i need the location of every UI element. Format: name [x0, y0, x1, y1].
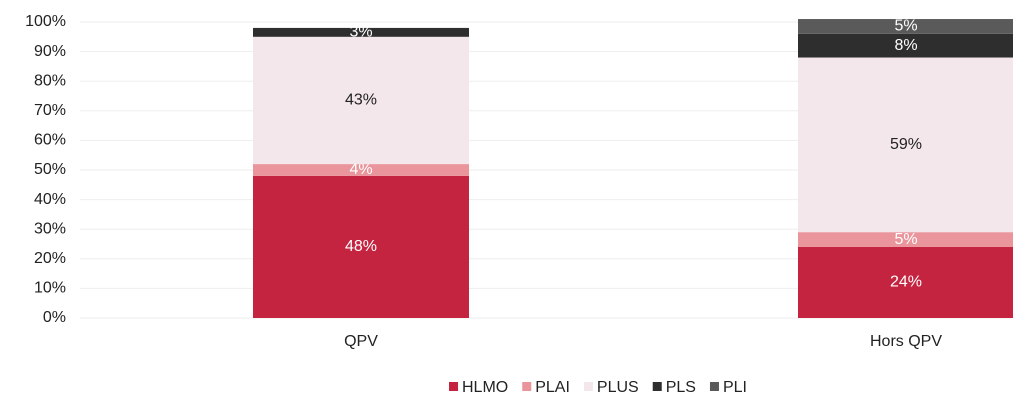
legend-label: PLUS	[597, 379, 639, 396]
y-tick-label: 60%	[34, 132, 66, 149]
data-label: 59%	[890, 136, 922, 153]
y-tick-label: 70%	[34, 102, 66, 119]
data-label: 5%	[894, 18, 917, 35]
y-tick-label: 30%	[34, 220, 66, 237]
data-label: 8%	[894, 37, 917, 54]
legend-swatch	[652, 382, 662, 391]
legend-label: PLAI	[535, 379, 570, 396]
legend-label: PLI	[723, 379, 747, 396]
bar-segment	[798, 57, 1013, 233]
bar-segment	[253, 175, 469, 318]
y-tick-label: 50%	[34, 161, 66, 178]
y-tick-label: 90%	[34, 43, 66, 60]
data-label: 5%	[894, 231, 917, 248]
data-label: 48%	[345, 238, 377, 255]
bar-segment	[798, 232, 1013, 247]
y-tick-label: 0%	[43, 309, 66, 326]
x-tick-label: QPV	[344, 333, 378, 350]
data-label: 3%	[349, 24, 372, 41]
legend-label: HLMO	[462, 379, 508, 396]
y-tick-label: 80%	[34, 72, 66, 89]
legend-swatch	[522, 382, 532, 391]
bar-segment	[253, 36, 469, 165]
data-label: 4%	[349, 161, 372, 178]
bar-segment	[798, 33, 1013, 58]
legend-swatch	[583, 382, 593, 391]
bar-segment	[798, 19, 1013, 34]
bar-segment	[253, 27, 469, 37]
y-tick-label: 40%	[34, 191, 66, 208]
y-tick-label: 10%	[34, 280, 66, 297]
legend-label: PLS	[666, 379, 696, 396]
data-label: 43%	[345, 92, 377, 109]
y-tick-label: 20%	[34, 250, 66, 267]
y-tick-label: 100%	[25, 13, 66, 30]
bar-segment	[798, 246, 1013, 318]
bar-segment	[253, 164, 469, 176]
legend-swatch	[449, 382, 459, 391]
legend-swatch	[709, 382, 719, 391]
data-label: 24%	[890, 274, 922, 291]
x-tick-label: Hors QPV	[870, 333, 942, 350]
